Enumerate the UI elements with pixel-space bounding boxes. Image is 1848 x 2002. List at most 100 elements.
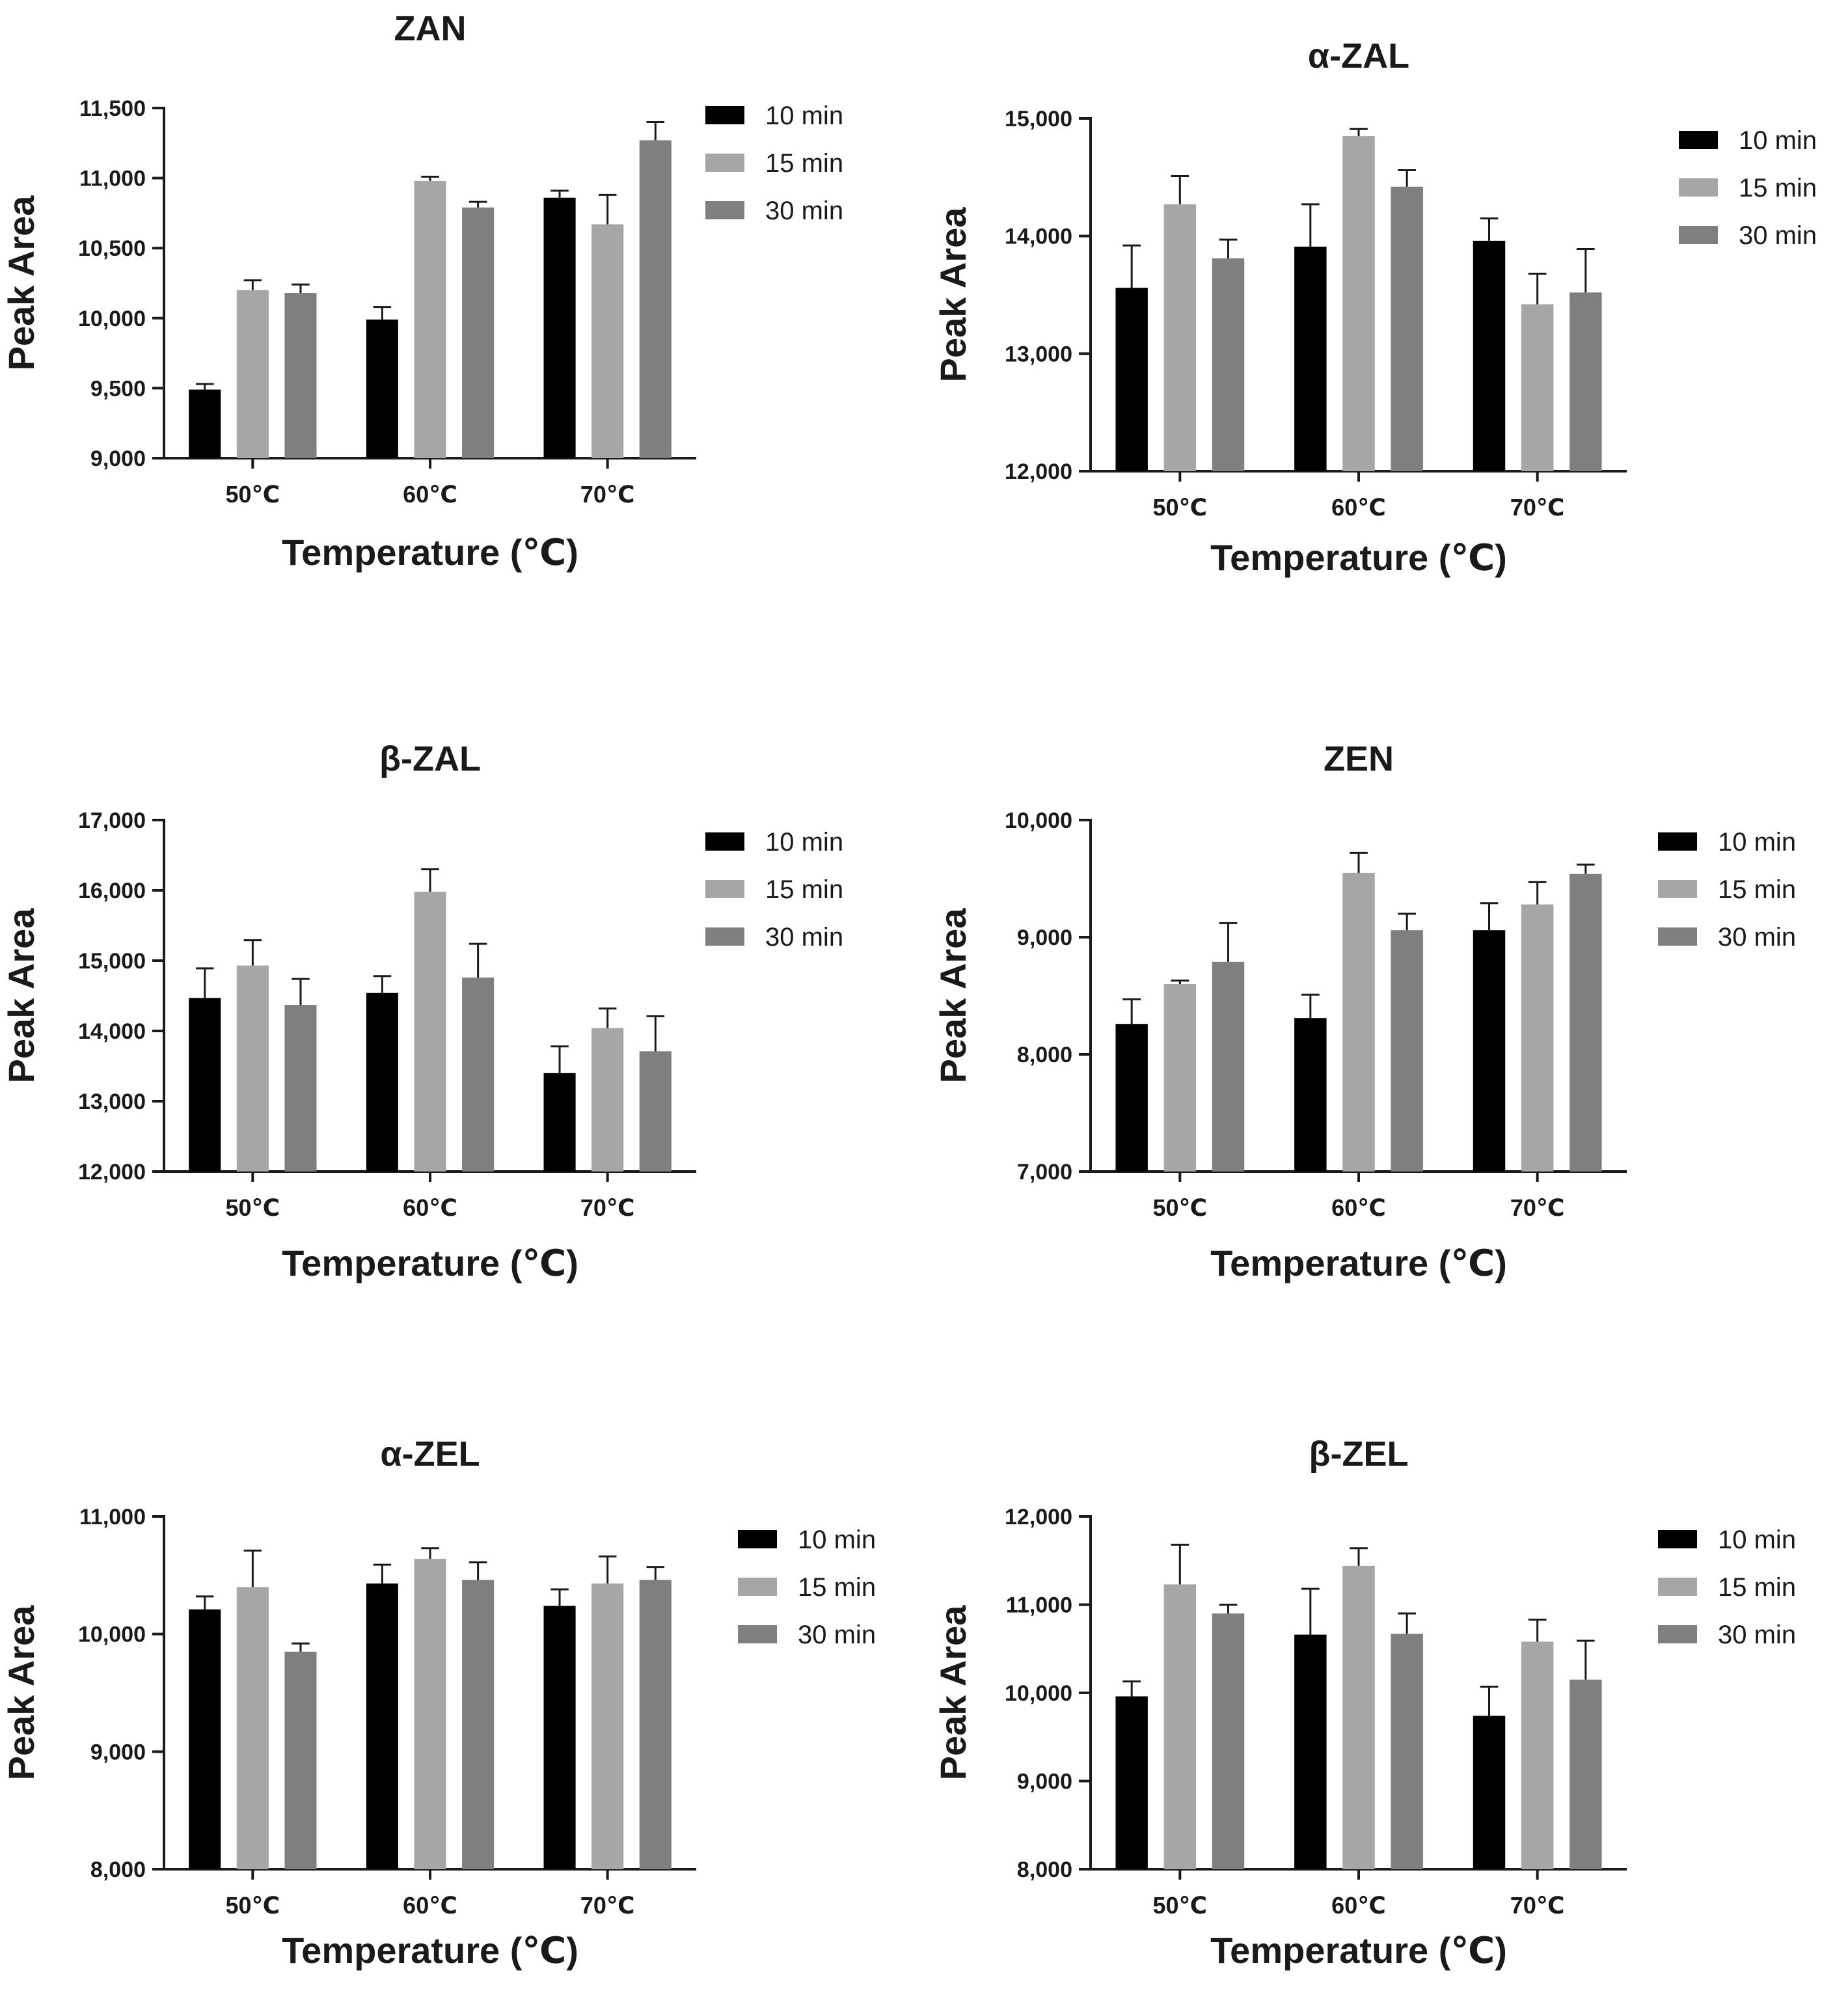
y-tick-label: 15,000: [1005, 107, 1072, 131]
y-tick-label: 10,000: [78, 1623, 146, 1647]
legend-label: 30 min: [1718, 1621, 1796, 1649]
legend-swatch-30-min: [705, 201, 744, 219]
legend-swatch-15-min: [705, 880, 744, 898]
x-axis-title: Temperature (℃): [282, 532, 578, 573]
y-tick-label: 12,000: [78, 1160, 146, 1185]
legend-label: 10 min: [765, 828, 843, 857]
legend-label: 15 min: [1718, 875, 1796, 904]
bar-15-min-60: [414, 892, 446, 1172]
bar-10-min-50: [189, 1609, 221, 1869]
y-tick-label: 9,500: [90, 376, 146, 401]
bar-15-min-70: [591, 1028, 624, 1172]
bar-15-min-50: [236, 290, 269, 458]
legend: 10 min 15 min 30 min: [1658, 1526, 1796, 1649]
x-category-label: 50℃: [1153, 1892, 1208, 1919]
bar-15-min-50: [1163, 1584, 1197, 1869]
bar-30-min-70: [639, 1051, 672, 1172]
x-category-label: 70℃: [580, 481, 635, 508]
y-tick-label: 10,500: [78, 236, 146, 261]
legend-swatch-10-min: [705, 106, 744, 124]
legend-label: 15 min: [765, 875, 843, 904]
x-category-label: 50℃: [226, 481, 280, 508]
chart-panel-zan: ZAN 9,000 9,500 10,000 10,500 11,000 11,500 50℃…: [1, 9, 843, 573]
y-axis-title: Peak Area: [1, 195, 42, 371]
bar-10-min-50: [1115, 288, 1148, 471]
legend-label: 30 min: [798, 1621, 876, 1649]
legend-label: 15 min: [1739, 174, 1817, 202]
bar-15-min-50: [236, 965, 269, 1172]
y-axis-title: Peak Area: [932, 1605, 973, 1781]
y-tick-label: 10,000: [78, 307, 146, 331]
x-category-label: 60℃: [403, 1892, 457, 1919]
legend-swatch-30-min: [1679, 226, 1718, 244]
bar-15-min-70: [591, 224, 624, 458]
chart-panel-alpha-zel: α-ZEL 8,000 9,000 10,000 11,000 50℃ 60℃ 70℃Temp…: [1, 1434, 876, 1971]
bar-30-min-70: [639, 140, 672, 458]
x-category-label: 70℃: [1510, 1892, 1565, 1919]
chart-title: α-ZAL: [1308, 36, 1409, 75]
y-tick-label: 10,000: [1005, 1681, 1072, 1706]
y-tick-label: 8,000: [1017, 1858, 1072, 1882]
legend-label: 15 min: [1718, 1573, 1796, 1602]
legend-swatch-10-min: [738, 1530, 777, 1548]
x-category-label: 50℃: [226, 1194, 280, 1221]
y-tick-label: 8,000: [1017, 1043, 1072, 1067]
bar-10-min-60: [1294, 1018, 1327, 1172]
y-tick-label: 11,000: [1006, 1593, 1072, 1618]
x-category-label: 60℃: [1331, 494, 1386, 521]
legend: 10 min 15 min 30 min: [705, 102, 843, 225]
bar-10-min-50: [1115, 1696, 1148, 1869]
bar-10-min-70: [1473, 930, 1506, 1172]
legend-label: 10 min: [1739, 126, 1817, 155]
bar-10-min-70: [1473, 240, 1506, 471]
chart-title: β-ZEL: [1309, 1434, 1409, 1474]
y-tick-label: 9,000: [90, 446, 146, 471]
y-tick-label: 9,000: [1017, 1770, 1072, 1794]
legend-swatch-30-min: [1658, 1625, 1697, 1643]
legend-swatch-15-min: [1658, 880, 1697, 898]
bar-30-min-50: [284, 1005, 317, 1172]
bar-15-min-60: [1342, 1565, 1375, 1869]
y-tick-label: 9,000: [1017, 926, 1072, 950]
y-tick-label: 12,000: [1005, 459, 1072, 484]
bar-15-min-70: [591, 1583, 624, 1869]
x-axis-title: Temperature (℃): [282, 1242, 578, 1283]
bar-10-min-70: [1473, 1716, 1506, 1869]
legend-swatch-30-min: [738, 1625, 777, 1643]
chart-panel-alpha-zal: α-ZAL 12,000 13,000 14,000 15,000 50℃ 60℃ 70℃Te…: [932, 36, 1817, 578]
legend-label: 30 min: [1739, 221, 1817, 250]
x-axis-title: Temperature (℃): [1210, 1242, 1507, 1283]
bar-30-min-70: [1569, 1679, 1602, 1869]
bar-15-min-70: [1521, 1641, 1554, 1869]
bar-15-min-60: [1342, 136, 1375, 472]
y-tick-label: 17,000: [78, 808, 146, 833]
bar-10-min-60: [366, 319, 398, 458]
y-tick-label: 10,000: [1005, 808, 1072, 833]
bar-15-min-60: [414, 1559, 446, 1869]
legend-swatch-15-min: [1658, 1578, 1697, 1596]
x-category-label: 50℃: [1153, 1194, 1208, 1221]
bar-30-min-60: [1391, 1634, 1423, 1869]
y-tick-label: 12,000: [1005, 1505, 1072, 1529]
bar-30-min-50: [284, 1651, 317, 1869]
y-tick-label: 14,000: [78, 1019, 146, 1044]
y-tick-label: 11,000: [79, 1505, 146, 1529]
bar-30-min-70: [639, 1580, 672, 1869]
bar-30-min-50: [1212, 1613, 1245, 1869]
bar-30-min-60: [1391, 930, 1423, 1172]
chart-title: α-ZEL: [380, 1434, 480, 1474]
bar-10-min-70: [543, 1073, 576, 1172]
chart-title: β-ZAL: [379, 739, 481, 778]
x-category-label: 70℃: [580, 1892, 635, 1919]
bar-30-min-70: [1569, 292, 1602, 471]
y-axis-title: Peak Area: [932, 207, 973, 383]
legend-swatch-30-min: [705, 927, 744, 946]
x-category-label: 70℃: [1510, 494, 1565, 521]
x-category-label: 50℃: [1153, 494, 1208, 521]
x-axis-title: Temperature (℃): [1210, 537, 1507, 578]
legend-swatch-10-min: [1658, 832, 1697, 851]
bar-10-min-50: [189, 389, 221, 458]
bar-30-min-60: [462, 207, 495, 458]
bar-10-min-60: [1294, 1634, 1327, 1869]
y-tick-label: 8,000: [90, 1858, 146, 1882]
